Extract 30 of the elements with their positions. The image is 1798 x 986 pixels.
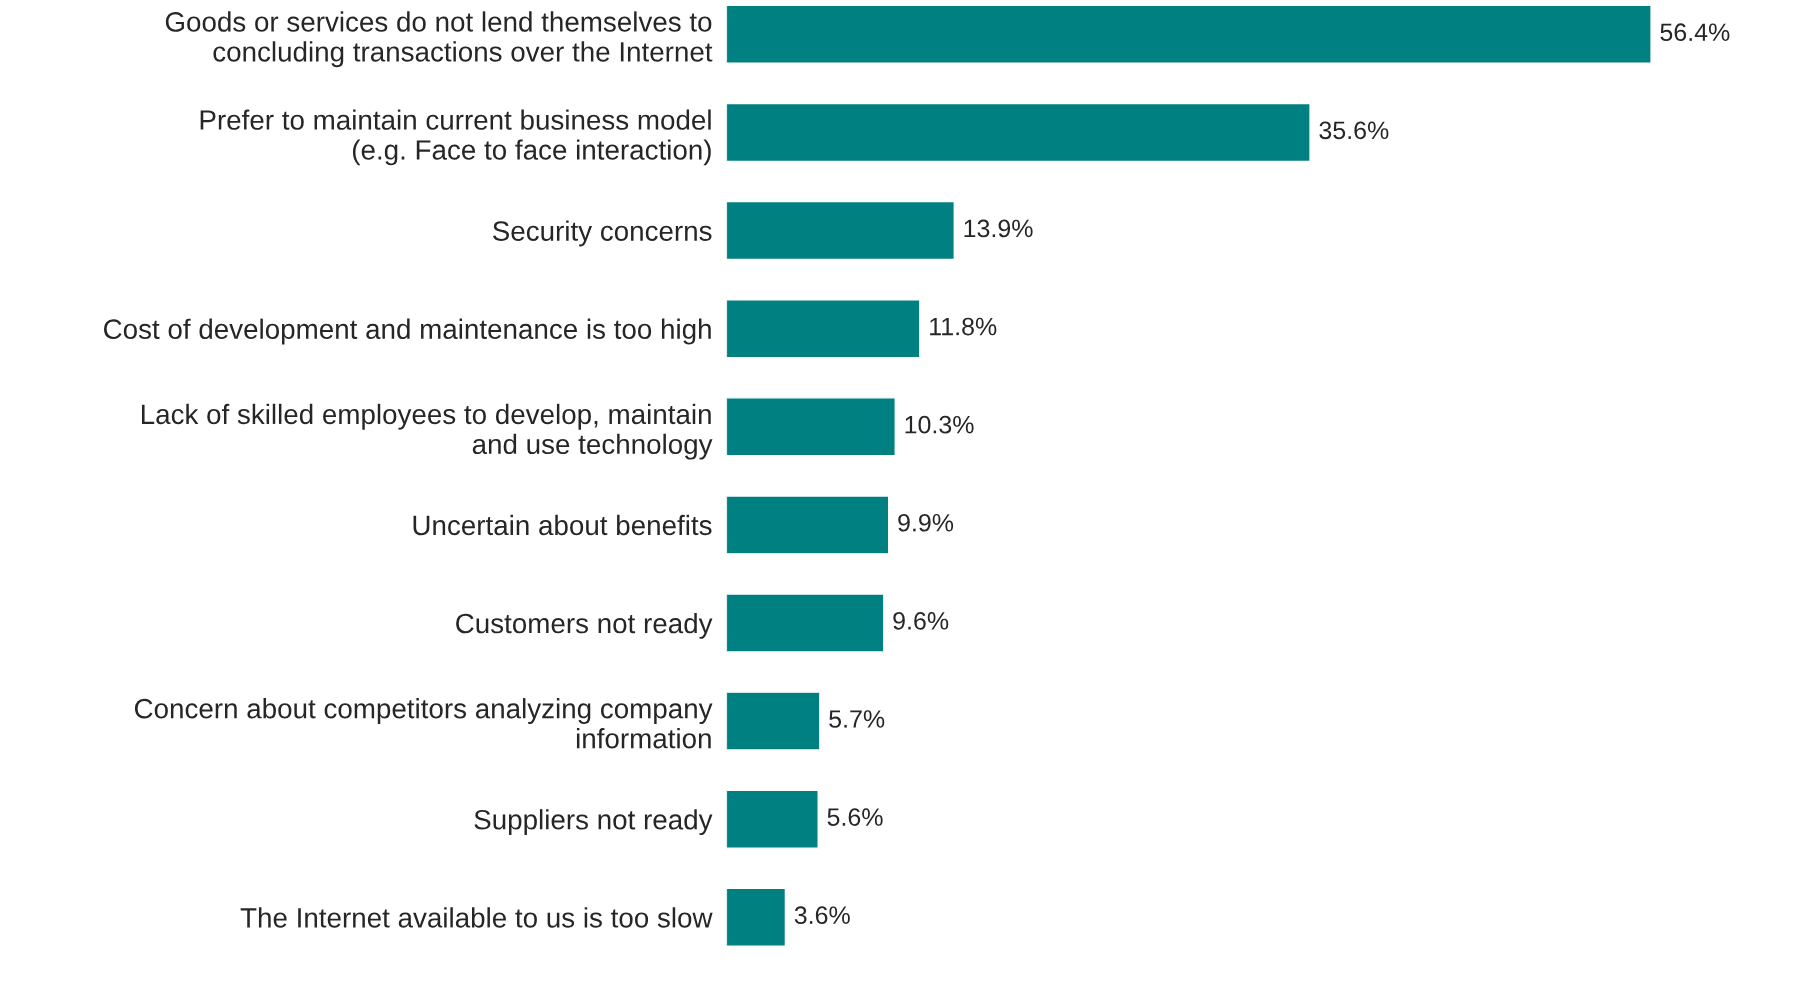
y-tick-label: Lack of skilled employees to develop, maintain and use technology [141, 403, 713, 460]
y-tick-label: The Internet available to us is too slow [240, 907, 713, 928]
bar [726, 4, 1652, 64]
data-label: 56.4% [1660, 23, 1730, 42]
y-tick-label: Suppliers not ready [474, 809, 713, 836]
data-label: 35.6% [1319, 121, 1389, 140]
data-label: 13.9% [964, 219, 1033, 238]
bar [726, 299, 921, 359]
data-label: 5.6% [827, 808, 883, 826]
y-tick-label: Uncertain about benefits [413, 514, 712, 536]
data-label: 9.9% [898, 513, 954, 532]
data-label: 10.3% [905, 415, 974, 434]
data-label: 5.7% [829, 710, 885, 728]
bar [726, 789, 819, 849]
bar [726, 397, 896, 457]
y-tick-label: Prefer to maintain current business model (e.g. Face to face interaction) [200, 109, 711, 166]
y-tick-label: Goods or services do not lend themselves to concluding transactions over the Internet [165, 11, 713, 68]
data-label: 3.6% [794, 906, 850, 925]
data-label: 9.6% [893, 612, 949, 630]
y-tick-label: Concern about competitors analyzing company information [134, 698, 713, 749]
y-tick-label: Cost of development and maintenance is too high [104, 318, 711, 345]
bar [726, 593, 885, 653]
bar [726, 887, 787, 947]
bar [726, 691, 821, 751]
y-tick-label: Customers not ready [456, 612, 713, 639]
data-label: 11.8% [930, 317, 997, 336]
bar [726, 102, 1311, 163]
bar [726, 200, 955, 261]
y-tick-label: Security concerns [493, 220, 712, 247]
bar [726, 495, 890, 555]
